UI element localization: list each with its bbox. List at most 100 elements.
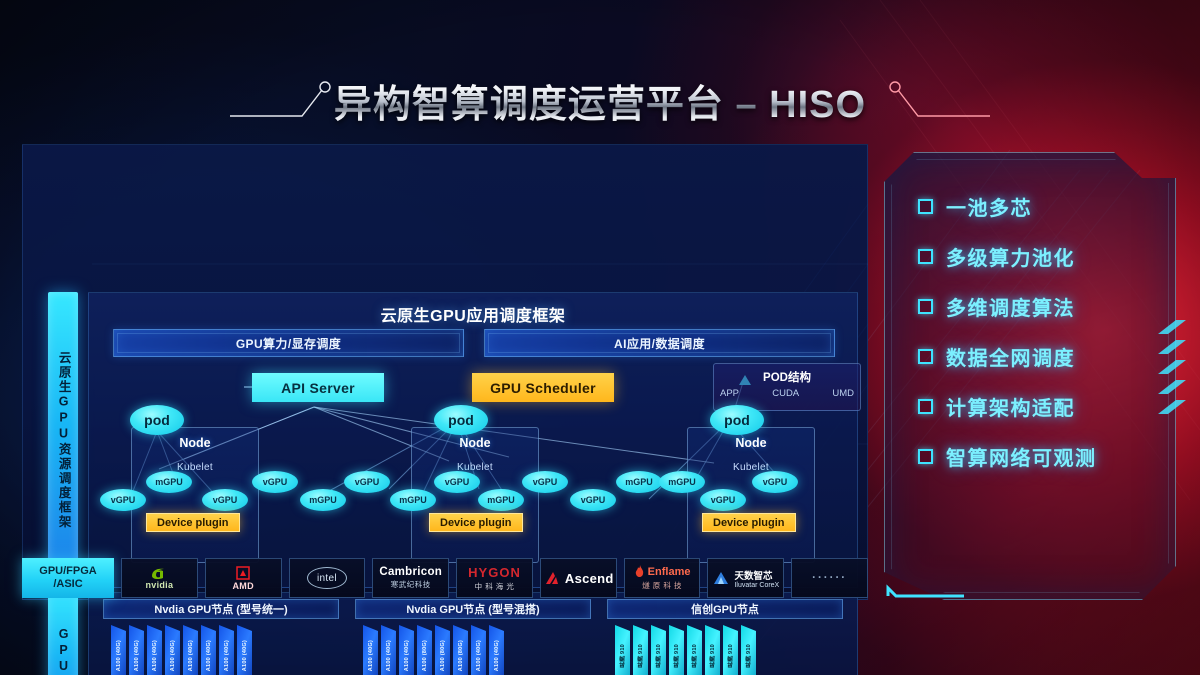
feature-item-6[interactable]: 智算网络可观测 [918, 442, 1162, 471]
mgpu-ellipse[interactable]: mGPU [390, 489, 436, 511]
vgpu-ellipse[interactable]: vGPU [700, 489, 746, 511]
feature-item-2[interactable]: 多级算力池化 [918, 242, 1162, 271]
feature-item-1[interactable]: 一池多芯 [918, 192, 1162, 221]
gpu-card[interactable]: A100 (40G) [183, 625, 198, 675]
gpu-card[interactable]: 昇腾 910 [651, 625, 666, 675]
framework-middle-area: API Server GPU Scheduler POD结构 APP CUDA … [89, 363, 861, 587]
features-frame [884, 152, 1176, 600]
features-list: 一池多芯 多级算力池化 多维调度算法 数据全网调度 计算架构适配 智算网络可观测 [918, 192, 1162, 471]
gpu-card[interactable]: A100 (40G) [381, 625, 396, 675]
vendor-name-en: Iluvatar CoreX [734, 581, 780, 589]
gpu-card-label: A100 (40G) [367, 640, 374, 672]
vgpu-ellipse[interactable]: vGPU [752, 471, 798, 493]
vgpu-ellipse[interactable]: vGPU [570, 489, 616, 511]
vendor-logo-cambricon[interactable]: Cambricon 寒武纪科技 [372, 558, 450, 598]
gpu-card[interactable]: A100 (80G) [453, 625, 468, 675]
device-plugin-badge[interactable]: Device plugin [429, 513, 523, 532]
vendor-name-cn: 寒武纪科技 [390, 580, 431, 589]
gpu-card[interactable]: 昇腾 910 [741, 625, 756, 675]
gpu-label: mGPU [625, 477, 653, 487]
mgpu-ellipse[interactable]: mGPU [659, 471, 705, 493]
gpu-node-header-nvidia-uniform[interactable]: Nvdia GPU节点 (型号统一) [103, 599, 339, 619]
node-box: Node Kubelet [131, 427, 259, 563]
gpu-card-label: A100 (40G) [187, 640, 194, 672]
mgpu-ellipse[interactable]: mGPU [616, 471, 662, 493]
vendor-logo-hygon[interactable]: HYGON 中 科 海 光 [456, 558, 533, 598]
gpu-card[interactable]: A100 (40G) [201, 625, 216, 675]
gpu-card[interactable]: A100 (40G) [111, 625, 126, 675]
gpu-card[interactable]: A100 (80G) [435, 625, 450, 675]
gpu-card[interactable]: A100 (40G) [489, 625, 504, 675]
gpu-card[interactable]: A100 (40G) [471, 625, 486, 675]
gpu-card[interactable]: A100 (40G) [165, 625, 180, 675]
checkbox-icon [918, 349, 933, 364]
gpu-card[interactable]: A100 (80G) [417, 625, 432, 675]
pod-label: pod [144, 412, 170, 428]
feature-item-5[interactable]: 计算架构适配 [918, 392, 1162, 421]
gpu-card[interactable]: A100 (40G) [129, 625, 144, 675]
vendor-logo-amd[interactable]: AMD [204, 558, 282, 598]
device-plugin-badge[interactable]: Device plugin [146, 513, 240, 532]
capsule-gpu-compute-memory[interactable]: GPU算力/显存调度 [113, 329, 464, 357]
vendor-category-line1: GPU/FPGA [39, 565, 97, 578]
gpu-card-label: A100 (40G) [151, 640, 158, 672]
vgpu-ellipse[interactable]: vGPU [202, 489, 248, 511]
vendor-name: HYGON [468, 564, 521, 580]
gpu-card[interactable]: 昇腾 910 [705, 625, 720, 675]
feature-item-4[interactable]: 数据全网调度 [918, 342, 1162, 371]
mgpu-ellipse[interactable]: mGPU [478, 489, 524, 511]
pod-ellipse[interactable]: pod [434, 405, 488, 435]
vendor-logo-more[interactable]: ······ [791, 558, 869, 598]
vendor-logo-enflame[interactable]: Enflame 燧 原 科 技 [623, 558, 701, 598]
gpu-card[interactable]: 昇腾 910 [669, 625, 684, 675]
pod-ellipse[interactable]: pod [710, 405, 764, 435]
features-panel: 一池多芯 多级算力池化 多维调度算法 数据全网调度 计算架构适配 智算网络可观测 [884, 152, 1186, 600]
gpu-node-header-label: 信创GPU节点 [691, 604, 759, 616]
capsule-ai-app-data[interactable]: AI应用/数据调度 [484, 329, 835, 357]
vendor-logo-ascend[interactable]: Ascend [539, 558, 617, 598]
framework-title: 云原生GPU应用调度框架 [380, 308, 566, 325]
rail-label-gpu-resources: GPU资源 [56, 626, 71, 675]
api-server-box[interactable]: API Server [252, 373, 384, 402]
vgpu-ellipse[interactable]: vGPU [522, 471, 568, 493]
gpu-node-header-nvidia-mixed[interactable]: Nvdia GPU节点 (型号混搭) [355, 599, 591, 619]
gpu-card-label: A100 (80G) [457, 640, 464, 672]
gpu-card[interactable]: 昇腾 910 [633, 625, 648, 675]
vgpu-ellipse[interactable]: vGPU [344, 471, 390, 493]
gpu-card[interactable]: A100 (40G) [147, 625, 162, 675]
gpu-scheduler-label: GPU Scheduler [490, 379, 596, 396]
pod-ellipse[interactable]: pod [130, 405, 184, 435]
mgpu-ellipse[interactable]: mGPU [146, 471, 192, 493]
device-plugin-badge[interactable]: Device plugin [702, 513, 796, 532]
gpu-card[interactable]: A100 (40G) [363, 625, 378, 675]
gpu-label: vGPU [354, 477, 380, 487]
api-server-label: API Server [281, 379, 355, 396]
node-label: Node [735, 436, 767, 450]
vendor-logo-iluvatar-corex[interactable]: 天数智芯 Iluvatar CoreX [707, 558, 785, 598]
vendor-logo-nvidia[interactable]: nvidia [121, 558, 198, 598]
gpu-card[interactable]: 昇腾 910 [687, 625, 702, 675]
gpu-card-label: A100 (40G) [115, 640, 122, 672]
kubelet-label: Kubelet [732, 462, 770, 473]
gpu-card[interactable]: A100 (40G) [399, 625, 414, 675]
gpu-card[interactable]: 昇腾 910 [615, 625, 630, 675]
gpu-card[interactable]: A100 (40G) [237, 625, 252, 675]
rail-label-framework: 云原生GPU资源调度框架 [56, 350, 71, 530]
framework-panel: 云原生GPU应用调度框架 GPU算力/显存调度 AI应用/数据调度 [88, 292, 861, 588]
feature-item-3[interactable]: 多维调度算法 [918, 292, 1162, 321]
vgpu-ellipse[interactable]: vGPU [100, 489, 146, 511]
gpu-card[interactable]: A100 (40G) [219, 625, 234, 675]
vendor-name: ······ [812, 572, 848, 584]
vgpu-ellipse[interactable]: vGPU [434, 471, 480, 493]
gpu-label: vGPU [262, 477, 288, 487]
gpu-scheduler-box[interactable]: GPU Scheduler [472, 373, 614, 402]
mgpu-ellipse[interactable]: mGPU [300, 489, 346, 511]
checkbox-icon [918, 399, 933, 414]
gpu-node-header-xinchuang[interactable]: 信创GPU节点 [607, 599, 843, 619]
vgpu-ellipse[interactable]: vGPU [252, 471, 298, 493]
gpu-card-group-xinchuang: 昇腾 910 昇腾 910 昇腾 910 昇腾 910 昇腾 910 昇腾 91… [607, 625, 843, 675]
gpu-card[interactable]: 昇腾 910 [723, 625, 738, 675]
vendor-logo-intel[interactable]: intel [288, 558, 366, 598]
vendor-name: Ascend [564, 570, 614, 586]
vendor-name: nvidia [145, 579, 174, 590]
